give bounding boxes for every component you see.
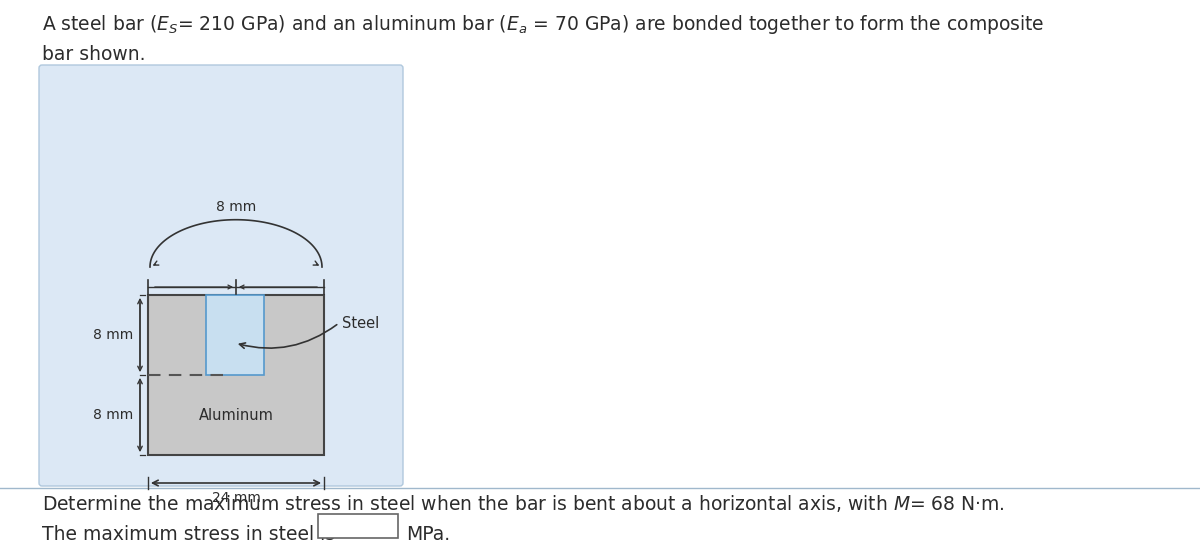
Bar (206, 295, 264, 375)
Bar (148, 295, 324, 455)
Text: Steel: Steel (342, 315, 379, 331)
Text: A steel bar ($E_S$= 210 GPa) and an aluminum bar ($E_a$ = 70 GPa) are bonded tog: A steel bar ($E_S$= 210 GPa) and an alum… (42, 13, 1044, 36)
Text: Determine the maximum stress in steel when the bar is bent about a horizontal ax: Determine the maximum stress in steel wh… (42, 493, 1004, 514)
Text: 8 mm: 8 mm (92, 328, 133, 342)
Text: bar shown.: bar shown. (42, 45, 145, 64)
Text: MPa.: MPa. (406, 525, 450, 543)
Bar (318, 514, 398, 538)
FancyBboxPatch shape (38, 65, 403, 486)
Text: 8 mm: 8 mm (92, 408, 133, 422)
Text: The maximum stress in steel is –: The maximum stress in steel is – (42, 525, 350, 543)
Text: Aluminum: Aluminum (198, 407, 274, 422)
Text: 8 mm: 8 mm (216, 200, 256, 214)
Text: 24 mm: 24 mm (211, 491, 260, 505)
